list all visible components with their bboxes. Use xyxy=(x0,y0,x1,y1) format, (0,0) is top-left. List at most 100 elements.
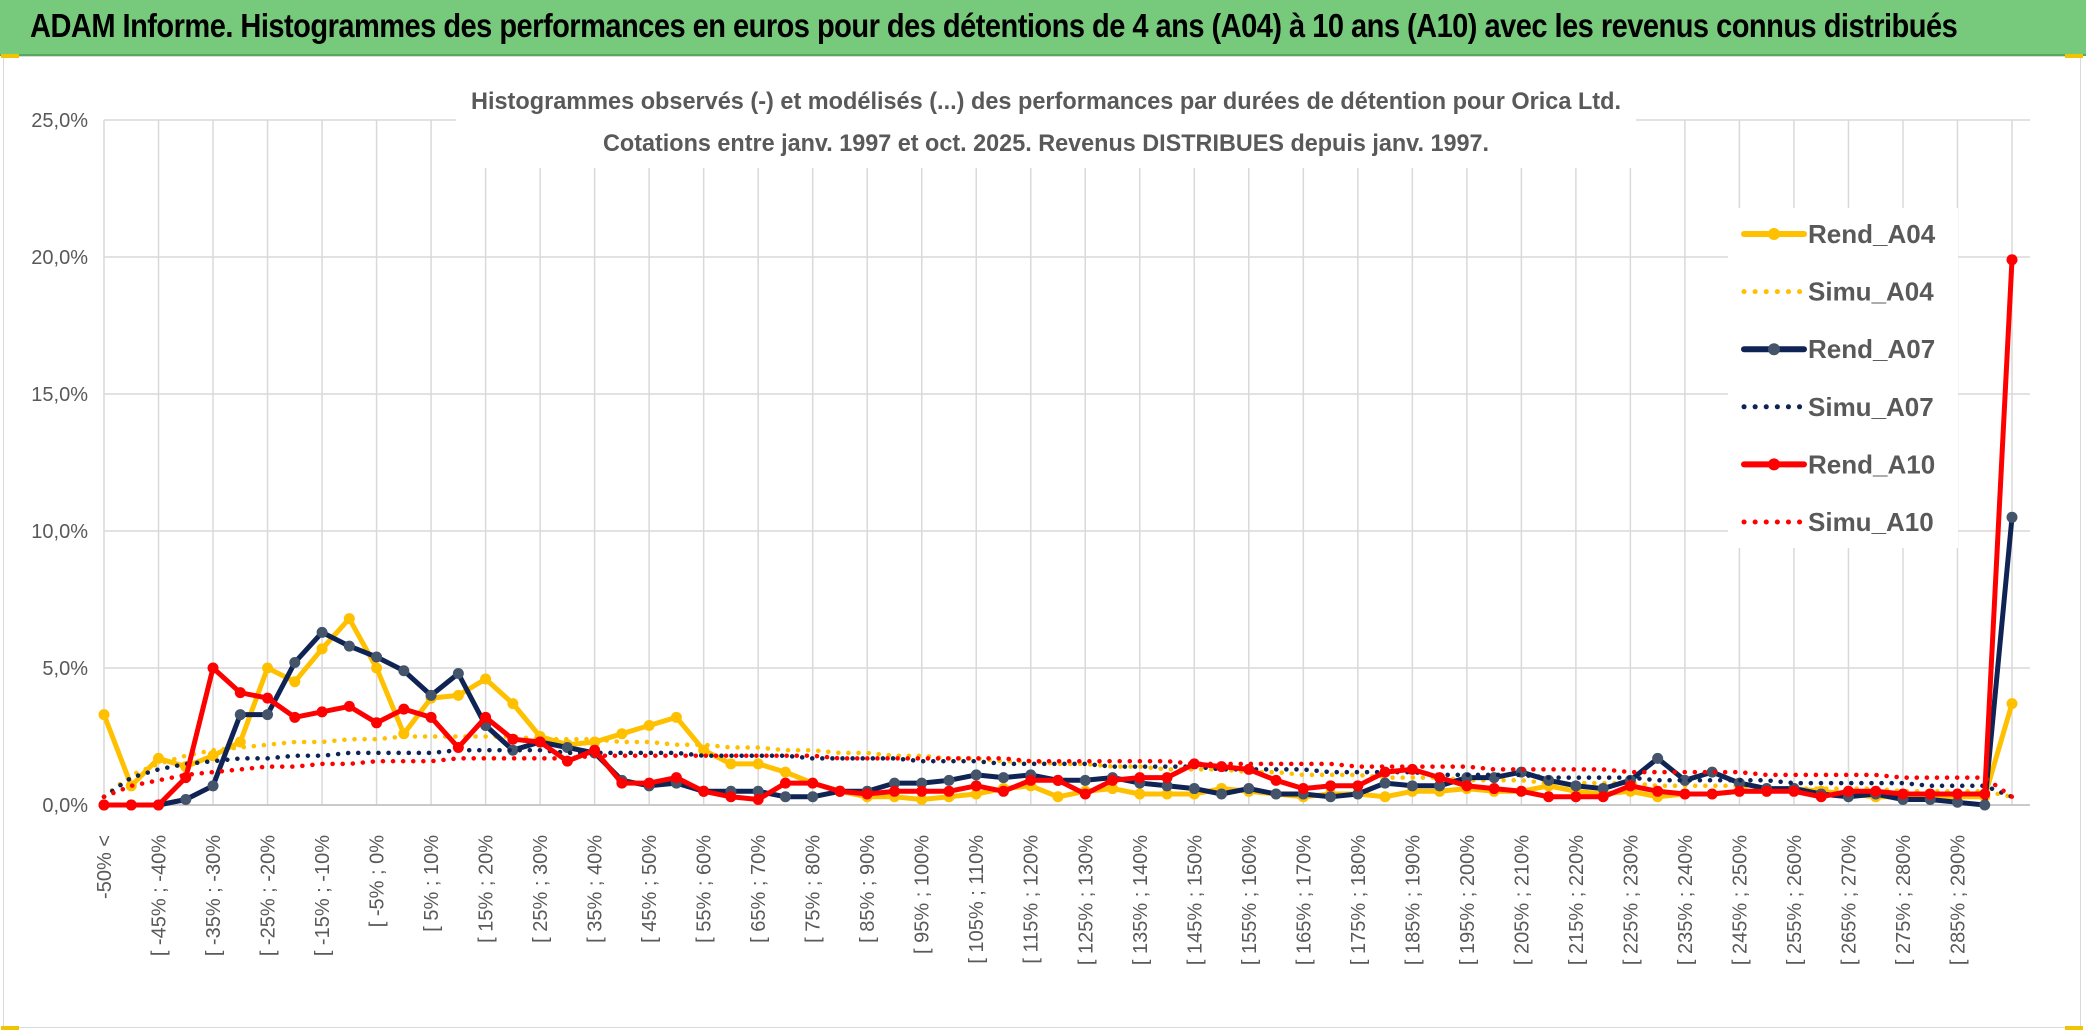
data-point-rend_a10 xyxy=(779,777,791,789)
data-point-rend_a04 xyxy=(480,673,492,685)
data-point-rend_a07 xyxy=(1406,780,1418,792)
data-point-rend_a10 xyxy=(616,777,628,789)
data-point-rend_a10 xyxy=(1951,788,1963,800)
data-point-rend_a10 xyxy=(1461,780,1473,792)
data-point-rend_a10 xyxy=(1325,780,1337,792)
data-point-rend_a10 xyxy=(316,706,328,718)
x-tick-label: -50% < xyxy=(94,835,116,899)
data-point-rend_a07 xyxy=(180,794,192,806)
data-point-rend_a10 xyxy=(589,744,601,756)
data-point-rend_a07 xyxy=(1270,788,1282,800)
data-point-rend_a10 xyxy=(1515,785,1527,797)
data-point-rend_a10 xyxy=(1597,791,1609,803)
x-tick-label: [ 35% ; 40% xyxy=(585,835,607,943)
data-point-rend_a04 xyxy=(207,750,219,762)
frame-corner-decoration xyxy=(1,1026,19,1030)
x-tick-label: [ 115% ; 120% xyxy=(1021,835,1043,964)
data-point-rend_a10 xyxy=(1624,780,1636,792)
data-point-rend_a07 xyxy=(207,780,219,792)
data-point-rend_a10 xyxy=(234,687,246,699)
data-point-rend_a07 xyxy=(1352,788,1364,800)
data-point-rend_a10 xyxy=(725,791,737,803)
data-point-rend_a07 xyxy=(1216,788,1228,800)
data-point-rend_a10 xyxy=(98,799,110,811)
data-point-rend_a04 xyxy=(1107,783,1119,795)
data-point-rend_a10 xyxy=(1243,763,1255,775)
data-point-rend_a10 xyxy=(1543,791,1555,803)
x-tick-label: [ 265% ; 270% xyxy=(1838,835,1860,965)
data-point-rend_a07 xyxy=(371,651,383,663)
data-point-rend_a04 xyxy=(1161,788,1173,800)
data-point-rend_a10 xyxy=(534,736,546,748)
frame-corner-decoration xyxy=(1,54,19,58)
data-point-rend_a07 xyxy=(507,744,519,756)
data-point-rend_a07 xyxy=(425,689,437,701)
data-point-rend_a10 xyxy=(807,777,819,789)
data-point-rend_a10 xyxy=(1406,763,1418,775)
y-tick-label: 5,0% xyxy=(42,658,88,680)
x-tick-label: [ 205% ; 210% xyxy=(1511,835,1533,965)
data-point-rend_a07 xyxy=(2006,511,2018,523)
data-point-rend_a07 xyxy=(1597,783,1609,795)
data-point-rend_a07 xyxy=(1570,780,1582,792)
data-point-rend_a10 xyxy=(1842,785,1854,797)
data-point-rend_a04 xyxy=(316,643,328,655)
data-point-rend_a10 xyxy=(398,703,410,715)
x-tick-label: [ 15% ; 20% xyxy=(476,835,498,943)
x-tick-label: [ 235% ; 240% xyxy=(1675,835,1697,965)
data-point-rend_a04 xyxy=(371,662,383,674)
x-tick-label: [ 135% ; 140% xyxy=(1130,835,1152,965)
x-tick-label: [ -5% ; 0% xyxy=(367,835,389,927)
x-axis: -50% < [ -45% ; -40% [ -35% ; -30% [ -25% ;… xyxy=(94,835,1969,965)
data-point-rend_a04 xyxy=(262,662,274,674)
x-tick-label: [ 45% ; 50% xyxy=(639,835,661,943)
data-point-rend_a07 xyxy=(1979,799,1991,811)
legend-label-simu_a10: Simu_A10 xyxy=(1808,507,1934,537)
data-point-rend_a07 xyxy=(561,741,573,753)
data-point-rend_a04 xyxy=(2006,698,2018,710)
data-point-rend_a07 xyxy=(1706,766,1718,778)
data-point-rend_a07 xyxy=(1243,783,1255,795)
x-tick-label: [ 245% ; 250% xyxy=(1729,835,1751,965)
data-point-rend_a07 xyxy=(234,709,246,721)
data-point-rend_a10 xyxy=(425,711,437,723)
data-point-rend_a04 xyxy=(153,752,165,764)
data-point-rend_a04 xyxy=(289,676,301,688)
data-point-rend_a10 xyxy=(1679,788,1691,800)
data-point-rend_a04 xyxy=(1134,788,1146,800)
data-point-rend_a07 xyxy=(970,769,982,781)
legend-background xyxy=(1728,208,1958,548)
data-point-rend_a07 xyxy=(1951,796,1963,808)
x-tick-label: [ 175% ; 180% xyxy=(1348,835,1370,965)
chart-subtitle: Cotations entre janv. 1997 et oct. 2025.… xyxy=(603,130,1489,157)
data-point-rend_a10 xyxy=(2006,254,2018,266)
data-point-rend_a07 xyxy=(1188,783,1200,795)
data-point-rend_a10 xyxy=(507,733,519,745)
x-tick-label: [ 125% ; 130% xyxy=(1075,835,1097,965)
data-point-rend_a04 xyxy=(452,689,464,701)
x-tick-label: [ 195% ; 200% xyxy=(1457,835,1479,965)
y-tick-label: 15,0% xyxy=(31,384,88,406)
y-tick-label: 20,0% xyxy=(31,247,88,269)
data-point-rend_a04 xyxy=(507,698,519,710)
x-tick-label: [ 105% ; 110% xyxy=(966,835,988,964)
data-point-rend_a07 xyxy=(316,626,328,638)
data-point-rend_a10 xyxy=(970,780,982,792)
x-tick-label: [ 285% ; 290% xyxy=(1947,835,1969,965)
x-tick-label: [ 185% ; 190% xyxy=(1402,835,1424,965)
data-point-rend_a10 xyxy=(1052,774,1064,786)
series-line-simu_a04 xyxy=(101,734,2015,800)
data-point-rend_a10 xyxy=(1107,774,1119,786)
legend-label-simu_a04: Simu_A04 xyxy=(1808,277,1934,307)
title-banner: ADAM Informe. Histogrammes des performan… xyxy=(0,0,2086,56)
y-tick-label: 0,0% xyxy=(42,795,88,817)
data-point-rend_a04 xyxy=(1052,791,1064,803)
data-point-rend_a10 xyxy=(1379,766,1391,778)
data-point-rend_a07 xyxy=(1079,774,1091,786)
frame-corner-decoration xyxy=(2065,54,2083,58)
x-tick-label: [ -35% ; -30% xyxy=(203,835,225,956)
data-point-rend_a04 xyxy=(916,794,928,806)
data-point-rend_a10 xyxy=(1297,783,1309,795)
data-point-rend_a10 xyxy=(343,700,355,712)
